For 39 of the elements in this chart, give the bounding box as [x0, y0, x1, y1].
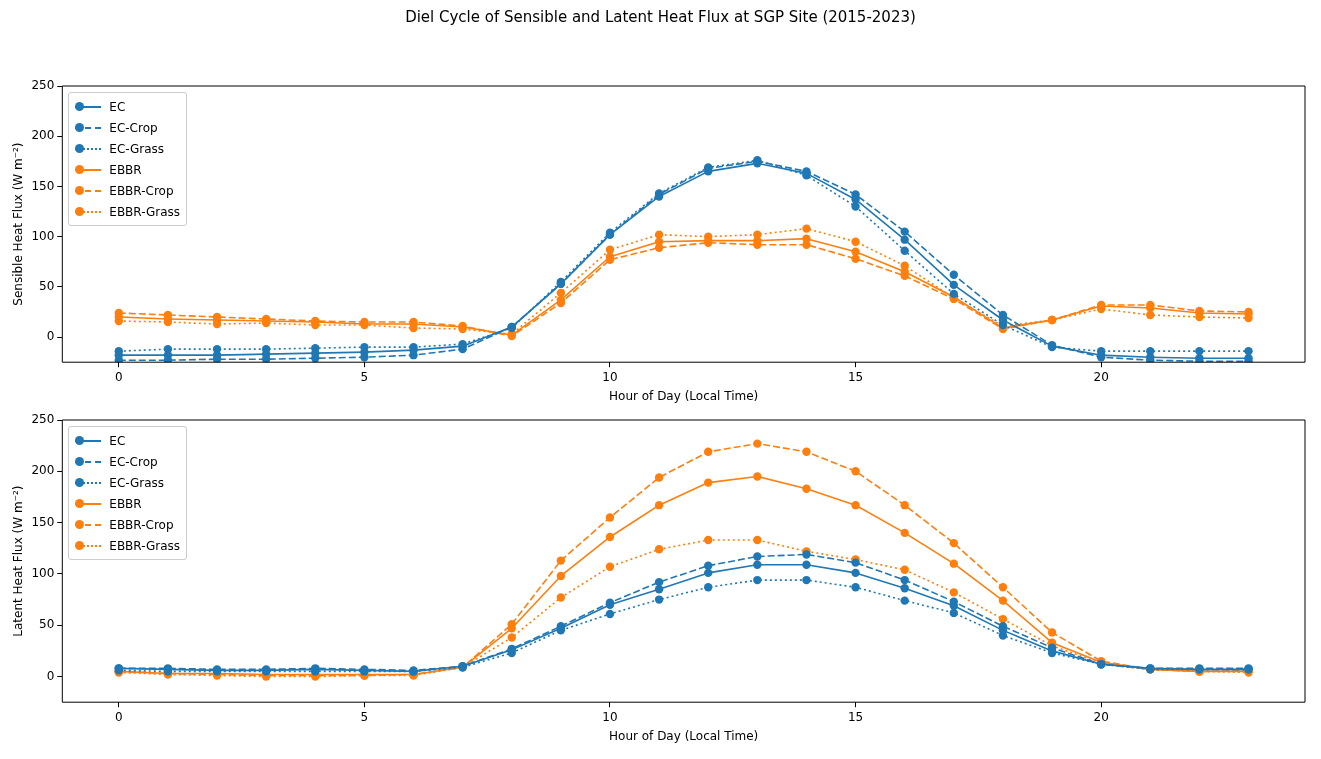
legend-label: EBBR: [109, 496, 142, 511]
y-tick-label: 150: [31, 178, 55, 193]
x-tick-label: 0: [114, 709, 123, 724]
legend-label: EC-Crop: [109, 454, 158, 469]
legend-label: EBBR-Grass: [109, 204, 181, 219]
x-tick-label: 15: [847, 709, 864, 724]
x-tick-label: 0: [114, 369, 123, 384]
y-tick-label: 250: [31, 78, 55, 93]
chart-title: Diel Cycle of Sensible and Latent Heat Flux at SGP Site (2015-2023): [404, 8, 917, 26]
x-axis-title: Hour of Day (Local Time): [609, 728, 759, 743]
x-axis-title: Hour of Day (Local Time): [609, 388, 759, 403]
y-tick-label: 150: [31, 514, 55, 529]
y-tick-label: 100: [31, 566, 55, 581]
legend-label: EBBR-Crop: [109, 183, 174, 198]
legend-label: EC: [109, 99, 126, 114]
x-tick-label: 20: [1093, 709, 1109, 724]
y-axis-title: Latent Heat Flux (W m⁻²): [11, 485, 26, 637]
legend-label: EBBR-Crop: [109, 517, 174, 532]
x-tick-label: 5: [360, 369, 369, 384]
y-tick-label: 0: [46, 329, 55, 344]
y-tick-label: 50: [39, 617, 55, 632]
legend-label: EC-Crop: [109, 120, 158, 135]
y-tick-label: 100: [31, 228, 55, 243]
y-tick-label: 50: [39, 279, 55, 293]
legend-label: EC: [109, 433, 126, 448]
legend-label: EBBR: [109, 162, 142, 177]
legend-label: EC-Grass: [109, 141, 165, 156]
y-tick-label: 200: [31, 463, 55, 478]
y-tick-label: 0: [46, 668, 55, 683]
y-tick-label: 250: [31, 412, 55, 427]
x-tick-label: 15: [847, 369, 864, 384]
x-tick-label: 10: [602, 709, 618, 724]
legend-label: EC-Grass: [109, 475, 165, 490]
x-tick-label: 20: [1093, 369, 1109, 384]
y-tick-label: 200: [31, 128, 55, 143]
legend-label: EBBR-Grass: [109, 538, 181, 553]
x-tick-label: 10: [602, 369, 618, 384]
x-tick-label: 5: [360, 709, 369, 724]
y-axis-title: Sensible Heat Flux (W m⁻²): [11, 142, 26, 306]
